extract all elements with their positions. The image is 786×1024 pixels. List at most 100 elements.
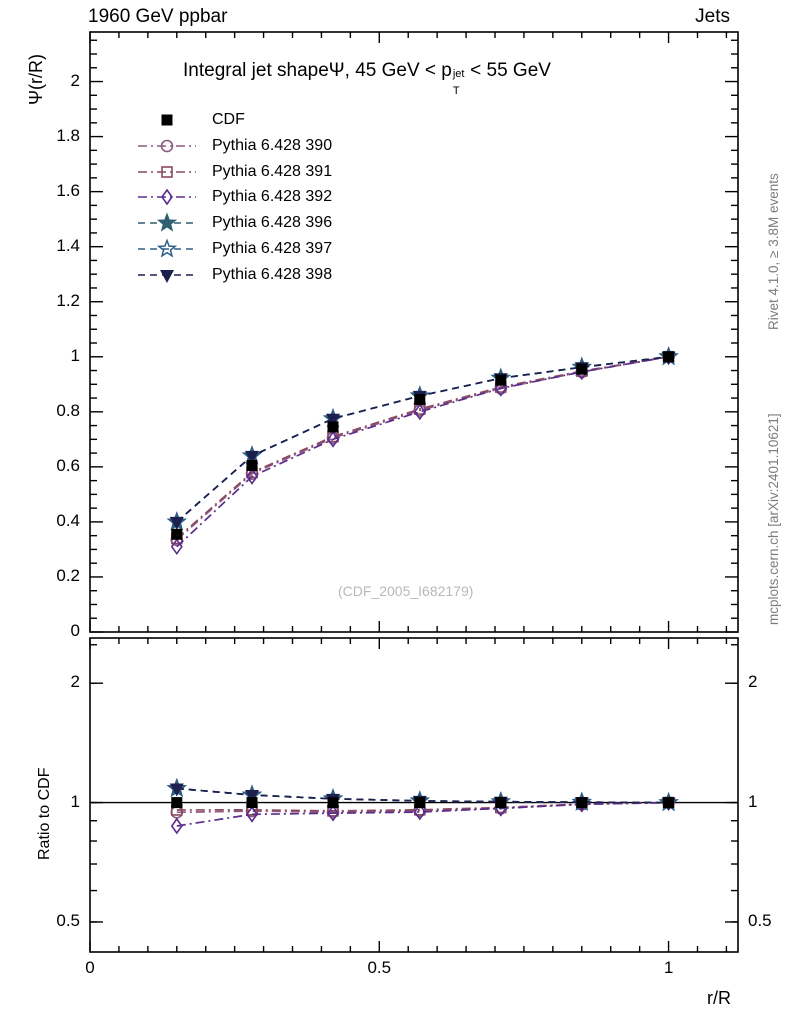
data-point-marker — [326, 413, 340, 427]
series-line — [176, 355, 669, 523]
legend-label: Pythia 6.428 398 — [212, 265, 333, 283]
data-point-marker — [161, 114, 173, 126]
ratio-panel-frame — [89, 637, 739, 953]
series-line — [176, 355, 669, 523]
legend-item-cdf[interactable]: CDF — [138, 110, 245, 130]
y-tick-label-main-9: 1.8 — [56, 125, 80, 145]
legend-label: CDF — [212, 111, 245, 128]
plot-title-superscript: jet — [452, 68, 465, 80]
legend-label: Pythia 6.428 392 — [212, 188, 333, 206]
y-tick-label-ratio-1: 1 — [70, 791, 80, 811]
y-tick-label-main-8: 1.6 — [56, 180, 80, 200]
data-point-marker — [170, 817, 183, 835]
legend-item-pythia-6-428-397[interactable]: Pythia 6.428 397 — [138, 238, 333, 259]
series-cdf-main — [171, 351, 675, 540]
data-point-marker — [245, 450, 259, 464]
data-point-marker — [245, 789, 259, 803]
data-point-marker — [246, 797, 258, 809]
legend-swatch-diamond-open — [138, 189, 196, 206]
plot-title-subscript: T — [452, 85, 460, 97]
series-pythia-6-428-397-main — [166, 346, 679, 531]
data-point-marker — [161, 165, 173, 178]
legend-swatch-star-filled — [138, 212, 196, 232]
data-point-marker — [171, 797, 183, 809]
y-tick-label-ratio-right-1: 1 — [748, 791, 758, 811]
data-point-marker — [494, 380, 507, 397]
x-tick-label-1: 0.5 — [367, 958, 392, 977]
data-point-marker — [170, 538, 183, 556]
legend-swatch-triangle-down-filled — [138, 269, 196, 283]
data-point-marker — [576, 363, 588, 375]
y-tick-label-main-4: 0.8 — [56, 400, 80, 420]
y-tick-label-main-6: 1.2 — [56, 290, 80, 310]
series-pythia-6-428-391-main — [170, 350, 675, 545]
data-point-marker — [413, 803, 426, 821]
legend-label: Pythia 6.428 390 — [212, 136, 333, 154]
data-point-marker — [576, 797, 588, 809]
legend-item-pythia-6-428-396[interactable]: Pythia 6.428 396 — [138, 212, 333, 233]
legend-label: Pythia 6.428 391 — [212, 162, 333, 180]
legend-item-pythia-6-428-390[interactable]: Pythia 6.428 390 — [138, 136, 332, 156]
y-tick-label-ratio-right-0: 0.5 — [748, 910, 772, 930]
y-tick-label-main-5: 1 — [70, 345, 80, 365]
y-tick-label-main-7: 1.4 — [56, 235, 80, 255]
y-tick-label-main-3: 0.6 — [56, 455, 80, 475]
data-point-marker — [327, 804, 339, 822]
data-point-marker — [156, 238, 178, 258]
data-point-marker — [156, 212, 178, 232]
y-tick-label-main-1: 0.2 — [56, 565, 80, 585]
legend-swatch-star-open — [138, 238, 196, 258]
series-cdf-ratio — [171, 797, 675, 809]
data-point-marker — [414, 393, 426, 405]
data-point-marker — [413, 403, 426, 421]
data-point-marker — [327, 430, 339, 448]
legend-swatch-circle-open — [138, 139, 196, 153]
header-right: Jets — [695, 6, 730, 27]
series-line — [176, 355, 669, 540]
x-tick-label-0: 0 — [85, 958, 95, 977]
plot-title-tail: < 55 GeV — [464, 60, 551, 81]
x-axis-label: r/R — [707, 988, 731, 1008]
analysis-id-watermark: (CDF_2005_I682179) — [338, 583, 474, 599]
data-point-marker — [327, 421, 339, 433]
series-pythia-6-428-390-main — [170, 350, 675, 547]
data-point-marker — [161, 189, 173, 206]
legend-swatch-square-filled — [161, 114, 173, 126]
legend-label: Pythia 6.428 396 — [212, 214, 333, 232]
data-point-marker — [495, 797, 507, 809]
plot-title: Integral jet shapeΨ, 45 GeV < p jet T < 55… — [183, 60, 551, 97]
data-point-marker — [171, 528, 183, 540]
y-tick-label-ratio-0: 0.5 — [56, 910, 80, 930]
series-line — [176, 355, 669, 523]
y-tick-label-ratio-right-2: 2 — [748, 672, 758, 692]
y-tick-label-main-0: 0 — [70, 621, 80, 640]
data-point-marker — [246, 468, 258, 485]
main-panel-frame — [89, 31, 739, 633]
header-left: 1960 GeV ppbar — [88, 6, 228, 27]
data-point-marker — [414, 797, 426, 809]
legend-item-pythia-6-428-392[interactable]: Pythia 6.428 392 — [138, 187, 332, 207]
legend-label: Pythia 6.428 397 — [212, 240, 333, 257]
data-point-marker — [246, 805, 258, 823]
data-point-marker — [663, 797, 675, 809]
legend-item-pythia-6-428-398[interactable]: Pythia 6.428 398 — [138, 265, 332, 285]
data-point-marker — [246, 459, 258, 471]
y-tick-label-ratio-2: 2 — [70, 672, 80, 692]
data-point-marker — [327, 797, 339, 809]
legend-item-pythia-6-428-391[interactable]: Pythia 6.428 391 — [138, 162, 332, 182]
y-tick-label-main-10: 2 — [70, 70, 80, 90]
series-pythia-6-428-396-main — [166, 346, 679, 531]
data-point-marker — [169, 783, 184, 797]
data-point-marker — [169, 516, 184, 530]
series-pythia-6-428-398-main — [169, 351, 676, 530]
plot-title-main: Integral jet shapeΨ, 45 GeV < p — [183, 60, 452, 81]
data-point-marker — [663, 351, 675, 363]
series-line — [176, 355, 669, 541]
data-point-marker — [160, 139, 174, 153]
data-point-marker — [160, 269, 174, 283]
legend-swatch-square-open — [138, 165, 196, 178]
y-tick-label-main-2: 0.4 — [56, 510, 80, 530]
x-tick-label-2: 1 — [663, 958, 674, 977]
